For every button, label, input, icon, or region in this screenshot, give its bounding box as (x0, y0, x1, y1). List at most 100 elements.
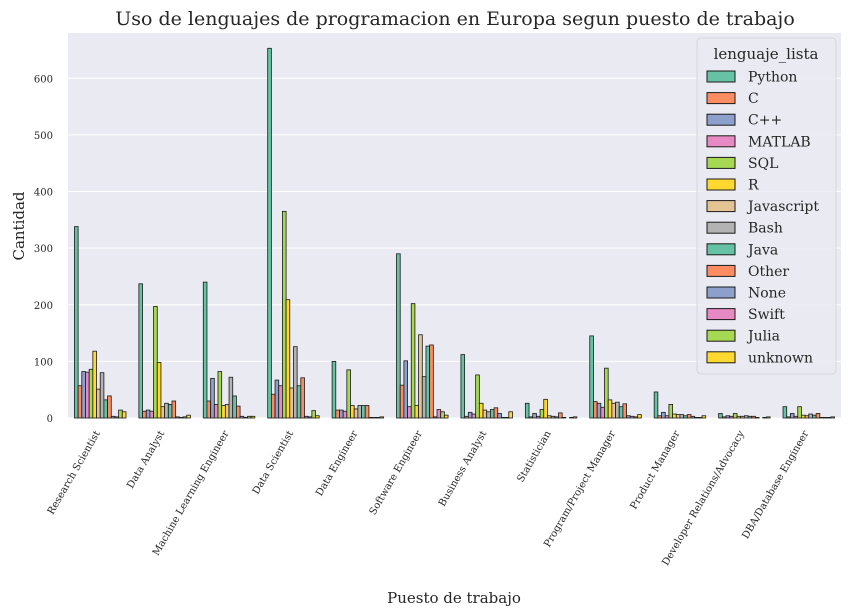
bar-python (267, 47, 272, 419)
bar-bash (421, 376, 427, 419)
bar-unknown (186, 414, 191, 419)
legend-label: Bash (748, 221, 783, 237)
bar-r (672, 413, 677, 419)
bar-sql (153, 306, 158, 419)
bar-sql (346, 369, 351, 419)
bar-unknown (701, 415, 707, 419)
legend-label: Other (748, 264, 789, 280)
bar-julia (569, 417, 574, 419)
bar-matlab (664, 415, 670, 419)
chart-title: Uso de lenguajes de programacion en Euro… (115, 8, 795, 30)
x-tick-label: Program/Project Manager (542, 429, 618, 550)
bar-java (425, 345, 431, 419)
bar-swift (823, 417, 828, 419)
bar-javascript (482, 409, 488, 419)
bar-matlab (793, 415, 799, 419)
bar-java (361, 405, 366, 419)
bar-none (110, 415, 116, 419)
bar-python (589, 335, 594, 419)
bar-c (399, 384, 405, 419)
bar-bash (743, 415, 749, 419)
bar-none (755, 417, 760, 419)
x-axis-label: Puesto de trabajo (387, 589, 521, 607)
bar-matlab (85, 371, 90, 419)
bar-bash (228, 376, 234, 419)
bar-swift (372, 417, 377, 419)
legend-swatch (706, 113, 736, 126)
bar-java (167, 404, 173, 419)
bar-sql (217, 371, 223, 419)
bar-python (782, 406, 788, 419)
bar-c (206, 400, 212, 419)
bar-other (815, 413, 821, 419)
bar-r (543, 398, 548, 419)
bar-julia (762, 417, 767, 419)
x-tick-label: Data Analyst (125, 429, 167, 491)
bar-javascript (160, 406, 166, 419)
bar-c- (596, 402, 602, 419)
legend-swatch (706, 351, 736, 364)
bar-bash (808, 413, 813, 419)
bar-bash (486, 411, 491, 419)
bar-other (558, 412, 563, 419)
bar-sql (88, 368, 94, 419)
bar-other (364, 405, 370, 419)
bar-c (142, 410, 147, 419)
bar-bash (164, 402, 169, 419)
bar-c (270, 393, 276, 419)
bar-c (528, 416, 534, 419)
bar-julia (375, 417, 381, 419)
y-axis-label: Cantidad (10, 191, 28, 260)
bar-unknown (315, 415, 320, 419)
bar-c (721, 416, 727, 419)
bar-none (626, 415, 631, 419)
x-tick-label: Data Engineer (314, 429, 360, 498)
bar-other (751, 415, 756, 419)
bar-java (232, 395, 237, 419)
bar-python (460, 354, 466, 419)
bar-other (493, 407, 499, 419)
bar-bash (357, 405, 362, 419)
legend-label: unknown (748, 350, 813, 366)
bar-sql (732, 413, 738, 419)
legend-swatch (706, 135, 736, 148)
bar-c- (81, 371, 86, 419)
bar-none (239, 415, 245, 419)
bar-javascript (547, 415, 552, 419)
legend-swatch (706, 92, 736, 105)
bar-java (489, 409, 495, 419)
bar-python (138, 283, 143, 419)
legend-swatch (706, 156, 736, 169)
bar-swift (114, 416, 120, 419)
bars (74, 47, 835, 419)
legend-label: C (748, 91, 759, 107)
bar-none (304, 415, 309, 419)
bar-python (331, 360, 337, 419)
bar-julia (504, 417, 510, 419)
bar-swift (307, 416, 313, 419)
legend-items: Python C C++ MATLAB SQL R Javascript Bash Java Ot… (706, 70, 819, 366)
bar-c (464, 415, 469, 419)
bar-matlab (407, 406, 412, 419)
bar-r (801, 414, 806, 419)
x-tick-label: Statistician (515, 429, 554, 485)
bar-python (74, 226, 79, 419)
bar-c- (403, 360, 408, 419)
y-tick-label: 0 (47, 414, 53, 425)
bar-javascript (804, 415, 810, 419)
bar-matlab (342, 410, 348, 419)
bar-julia (118, 409, 123, 419)
legend-swatch (706, 243, 736, 256)
bar-javascript (96, 388, 101, 419)
bar-java (747, 415, 753, 419)
bar-sql (410, 303, 416, 419)
bar-julia (440, 411, 445, 419)
bar-unknown (443, 414, 449, 419)
bar-unknown (830, 416, 835, 419)
bar-c (593, 401, 598, 419)
bar-swift (694, 417, 699, 419)
y-tick-labels: 0 100 200 300 400 500 600 (34, 74, 53, 425)
bar-sql (539, 409, 545, 419)
bar-unknown (379, 416, 385, 419)
bar-javascript (740, 415, 745, 419)
